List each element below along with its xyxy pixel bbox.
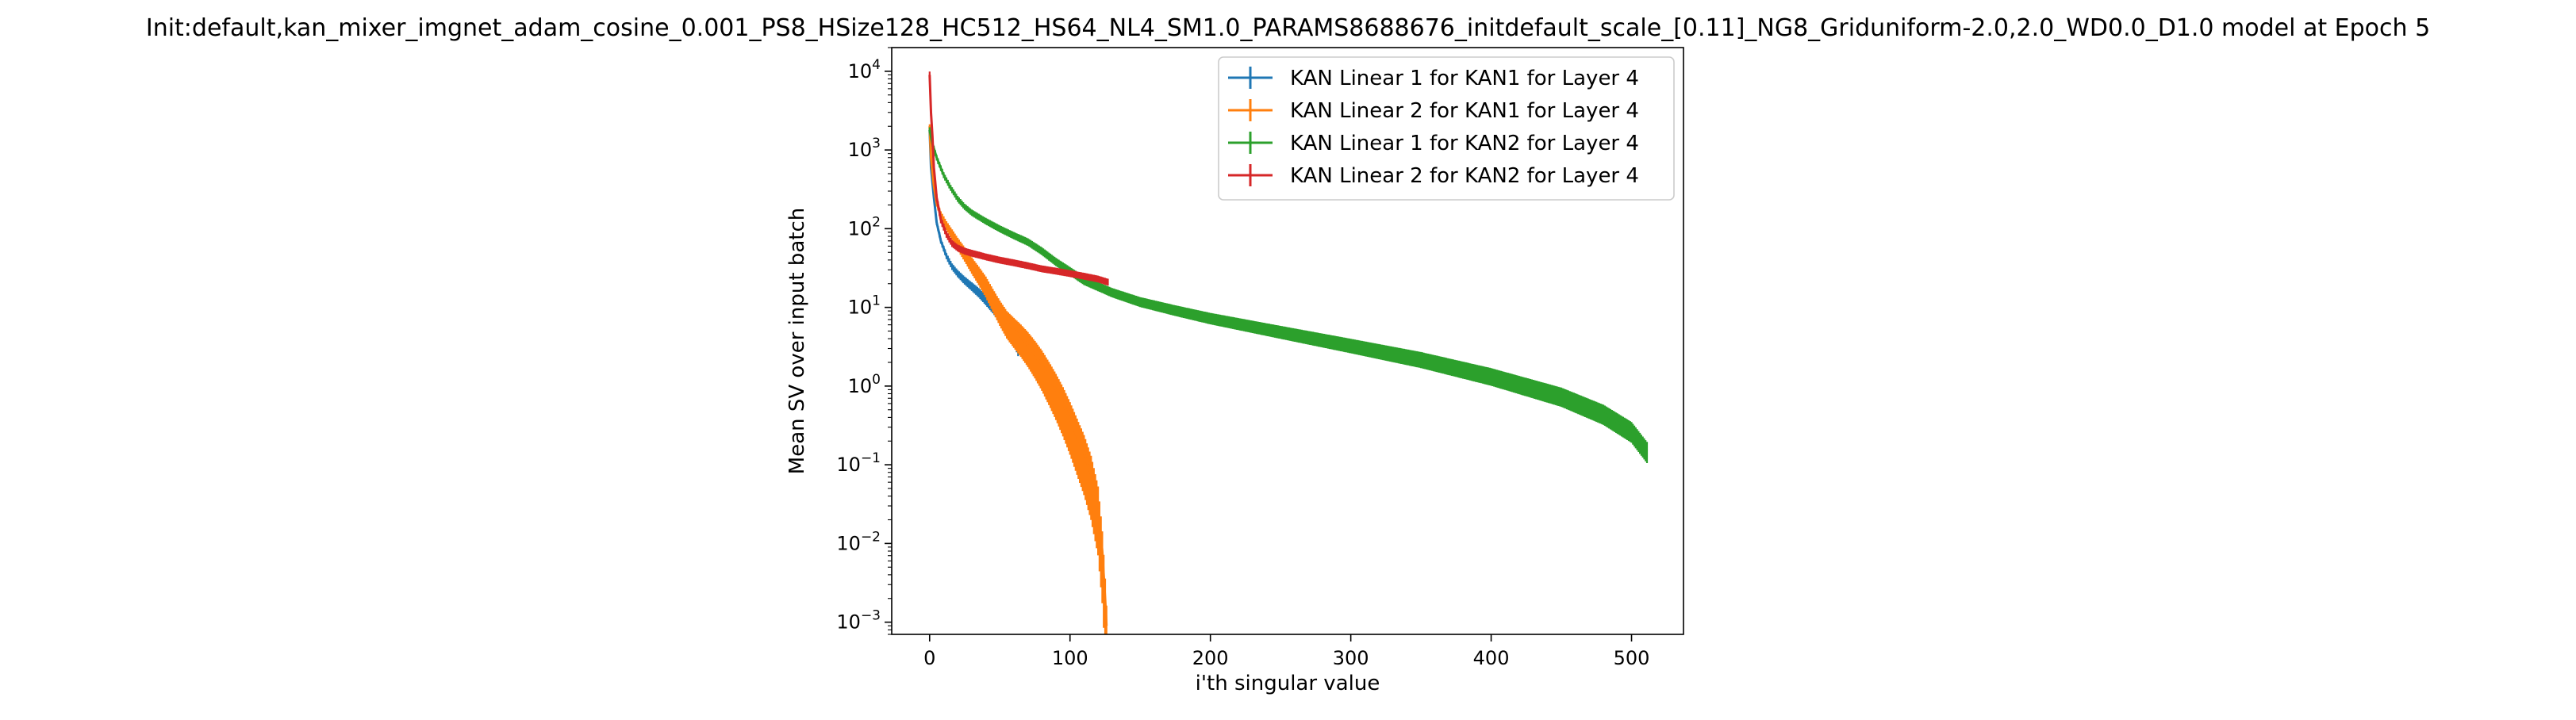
series-2-error-bars	[928, 124, 1108, 634]
y-tick-label: 101	[848, 293, 881, 319]
y-tick-base: 10	[836, 454, 861, 476]
x-tick-label: 400	[1473, 647, 1510, 669]
y-tick-exponent: −3	[861, 608, 881, 624]
y-tick-exponent: 1	[872, 293, 881, 309]
series-3-line	[928, 129, 1649, 452]
plot-series	[928, 71, 1649, 634]
legend-entry: KAN Linear 1 for KAN1 for Layer 4	[1228, 67, 1639, 90]
y-tick-label: 104	[848, 57, 881, 82]
legend-label: KAN Linear 2 for KAN2 for Layer 4	[1290, 164, 1639, 188]
y-tick-base: 10	[848, 375, 873, 397]
series-2-line	[928, 126, 1108, 626]
legend-label: KAN Linear 1 for KAN1 for Layer 4	[1290, 67, 1639, 90]
y-tick-exponent: 2	[872, 214, 881, 230]
legend-entry: KAN Linear 1 for KAN2 for Layer 4	[1228, 132, 1639, 155]
y-tick-label: 100	[848, 372, 881, 397]
y-tick-exponent: 0	[872, 372, 881, 388]
y-tick-base: 10	[848, 217, 873, 239]
x-tick-label: 500	[1614, 647, 1650, 669]
y-tick-exponent: −1	[861, 450, 881, 466]
series-2	[928, 124, 1108, 634]
y-tick-label: 102	[848, 214, 881, 239]
x-tick-label: 200	[1192, 647, 1229, 669]
x-tick-label: 100	[1052, 647, 1088, 669]
y-tick-label: 10−1	[836, 450, 881, 476]
series-4-error-bars	[928, 71, 1109, 286]
y-tick-base: 10	[836, 611, 861, 634]
y-tick-label: 10−2	[836, 529, 881, 554]
series-3	[928, 127, 1649, 463]
legend-entry: KAN Linear 2 for KAN2 for Layer 4	[1228, 164, 1639, 188]
y-tick-base: 10	[848, 297, 873, 319]
legend-label: KAN Linear 1 for KAN2 for Layer 4	[1290, 132, 1639, 155]
plot-area-frame	[891, 47, 1684, 635]
y-tick-base: 10	[848, 139, 873, 161]
legend-entry: KAN Linear 2 for KAN1 for Layer 4	[1228, 99, 1639, 123]
y-tick-label: 103	[848, 136, 881, 161]
x-tick-label: 0	[923, 647, 935, 669]
y-tick-exponent: 3	[872, 136, 881, 151]
chart-title: Init:default,kan_mixer_imgnet_adam_cosin…	[146, 14, 2430, 42]
y-axis-label: Mean SV over input batch	[785, 208, 809, 474]
series-4	[928, 71, 1109, 286]
legend-box	[1218, 56, 1675, 201]
y-tick-base: 10	[836, 532, 861, 554]
legend-label: KAN Linear 2 for KAN1 for Layer 4	[1290, 99, 1639, 123]
legend: KAN Linear 1 for KAN1 for Layer 4 KAN Lin…	[1218, 56, 1675, 201]
y-tick-exponent: 4	[872, 57, 881, 73]
y-tick-label: 10−3	[836, 608, 881, 634]
x-axis: 0 100 200 300 400 500	[923, 634, 1649, 669]
x-tick-label: 300	[1333, 647, 1369, 669]
y-tick-base: 10	[848, 60, 873, 82]
series-4-line	[928, 75, 1108, 284]
x-axis-label: i'th singular value	[1196, 672, 1380, 695]
y-tick-exponent: −2	[861, 529, 881, 545]
